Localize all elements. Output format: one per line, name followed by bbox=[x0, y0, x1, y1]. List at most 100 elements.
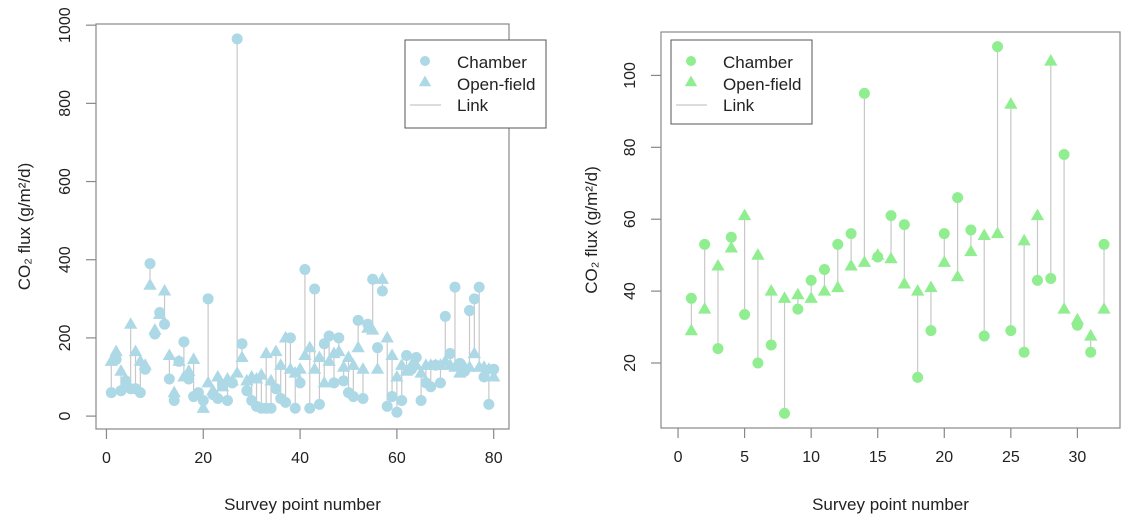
chamber-point bbox=[217, 379, 229, 391]
chamber-point bbox=[1045, 273, 1057, 285]
chamber-point bbox=[391, 406, 403, 418]
open-field-point bbox=[1097, 302, 1111, 314]
chamber-point bbox=[725, 231, 737, 243]
open-field-point bbox=[964, 244, 978, 257]
open-field-point bbox=[791, 287, 805, 300]
chamber-point bbox=[444, 348, 456, 360]
open-field-point bbox=[307, 362, 322, 374]
chamber-point bbox=[415, 394, 427, 406]
open-field-point bbox=[351, 340, 365, 353]
open-field-point bbox=[312, 350, 327, 363]
chamber-point bbox=[978, 330, 990, 342]
chamber-point bbox=[134, 387, 146, 399]
legend-link-label: Link bbox=[457, 96, 489, 115]
open-field-point bbox=[977, 228, 991, 240]
x-tick-label: 20 bbox=[194, 450, 212, 467]
legend-chamber-label: Chamber bbox=[723, 53, 793, 72]
open-field-point bbox=[259, 346, 273, 359]
chamber-point bbox=[183, 373, 195, 385]
chamber-point bbox=[885, 210, 897, 222]
open-field-point bbox=[162, 348, 177, 361]
chamber-point bbox=[110, 353, 122, 365]
open-field-point bbox=[341, 350, 356, 363]
plot-frame bbox=[660, 31, 1121, 429]
chamber-point bbox=[154, 307, 166, 319]
legend-open-field-marker bbox=[684, 75, 698, 87]
chamber-point bbox=[270, 383, 282, 395]
open-field-point bbox=[937, 255, 951, 267]
open-field-point bbox=[924, 280, 938, 293]
chamber-point bbox=[352, 314, 364, 326]
chamber-point bbox=[739, 308, 751, 320]
chamber-point bbox=[685, 292, 697, 304]
chamber-point bbox=[323, 330, 335, 342]
open-field-point bbox=[356, 362, 370, 374]
chamber-point bbox=[236, 338, 248, 350]
x-tick-label: 20 bbox=[935, 449, 953, 466]
open-field-point bbox=[317, 375, 331, 388]
open-field-point bbox=[414, 366, 428, 378]
open-field-point bbox=[346, 358, 360, 370]
chamber-point bbox=[381, 400, 393, 412]
chamber-point bbox=[488, 363, 500, 375]
chamber-point bbox=[952, 192, 964, 204]
open-field-point bbox=[322, 354, 336, 366]
y-tick-label: 100 bbox=[622, 62, 639, 89]
open-field-point bbox=[1017, 233, 1031, 246]
chamber-point bbox=[925, 325, 937, 337]
chamber-point bbox=[818, 264, 830, 276]
chamber-point bbox=[221, 394, 233, 406]
chamber-point bbox=[309, 283, 321, 295]
legend-open-field-label: Open-field bbox=[457, 75, 535, 94]
open-field-point bbox=[764, 284, 778, 296]
open-field-point bbox=[124, 317, 138, 329]
chamber-point bbox=[372, 342, 384, 354]
chamber-point bbox=[699, 238, 711, 250]
open-field-point bbox=[370, 362, 385, 374]
chamber-point bbox=[449, 281, 461, 293]
legend-chamber-marker bbox=[686, 56, 696, 66]
open-field-point bbox=[230, 366, 244, 378]
open-field-point bbox=[1004, 97, 1018, 109]
panel-2: 0 5 10 15 20 25 30 Survey point number 20 40 60 80 1… bbox=[582, 31, 1121, 514]
chamber-point bbox=[347, 391, 359, 403]
chamber-point bbox=[313, 398, 325, 410]
chamber-point bbox=[752, 357, 764, 369]
open-field-point bbox=[298, 348, 312, 361]
chamber-point bbox=[1058, 149, 1070, 161]
chamber-point bbox=[304, 402, 316, 414]
open-field-point bbox=[167, 385, 181, 398]
open-field-point bbox=[375, 272, 390, 284]
chamber-point bbox=[367, 273, 379, 285]
x-tick-label: 0 bbox=[102, 450, 111, 467]
chamber-point bbox=[1071, 319, 1083, 331]
chamber-point bbox=[149, 328, 161, 340]
chamber-point bbox=[197, 394, 209, 406]
open-field-point bbox=[737, 208, 752, 221]
open-field-point bbox=[724, 240, 738, 253]
chamber-point bbox=[289, 402, 301, 414]
x-axis-label: Survey point number bbox=[812, 495, 969, 514]
chamber-point bbox=[362, 318, 374, 330]
legend-link-label: Link bbox=[723, 96, 755, 115]
chamber-point bbox=[459, 365, 471, 377]
open-field-point bbox=[751, 248, 765, 260]
open-field-point bbox=[201, 375, 215, 388]
open-field-point bbox=[211, 370, 225, 382]
chamber-point bbox=[338, 375, 350, 387]
y-tick-label: 200 bbox=[57, 324, 74, 351]
chamber-point bbox=[333, 332, 345, 344]
chamber-point bbox=[965, 224, 977, 236]
chamber-point bbox=[357, 393, 369, 405]
chamber-point bbox=[464, 305, 476, 317]
open-field-point bbox=[1084, 329, 1098, 341]
chamber-point bbox=[144, 258, 156, 270]
open-field-point bbox=[487, 370, 501, 382]
chamber-point bbox=[712, 343, 724, 355]
chamber-point bbox=[299, 264, 311, 276]
chamber-point bbox=[483, 398, 495, 410]
chamber-point bbox=[478, 371, 490, 383]
x-tick-label: 15 bbox=[869, 449, 887, 466]
open-field-point bbox=[336, 360, 351, 372]
